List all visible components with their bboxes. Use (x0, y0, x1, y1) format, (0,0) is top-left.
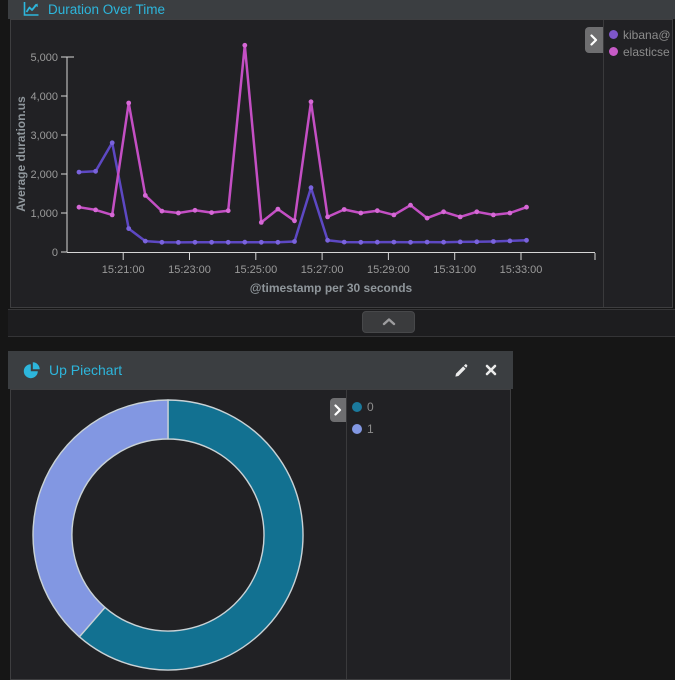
legend-toggle-button[interactable] (585, 27, 603, 53)
legend-toggle-button[interactable] (330, 398, 346, 422)
pencil-icon (453, 363, 468, 378)
legend-divider (603, 20, 604, 307)
axes: 0 1,000 2,000 3,000 4,000 5,000 15:21:00 15:23:… (14, 52, 596, 295)
svg-text:0: 0 (52, 247, 58, 259)
svg-text:4,000: 4,000 (30, 91, 58, 103)
line-chart-icon (23, 2, 39, 17)
legend-label: kibana@ (623, 27, 671, 42)
legend-item-1[interactable]: 1 (352, 418, 374, 440)
series-color-dot (609, 30, 618, 39)
slice-color-dot (352, 402, 362, 412)
legend-item-kibana[interactable]: kibana@ (609, 26, 671, 43)
collapse-panel-button[interactable] (362, 311, 415, 333)
pie-chart-container: 0 1 (10, 389, 511, 680)
up-piechart-donut[interactable] (11, 390, 346, 679)
chevron-up-icon (382, 318, 396, 326)
close-icon (485, 364, 497, 376)
svg-text:15:31:00: 15:31:00 (433, 264, 476, 276)
svg-text:15:23:00: 15:23:00 (168, 264, 211, 276)
line-chart-container: 0 1,000 2,000 3,000 4,000 5,000 15:21:00 15:23:… (10, 19, 673, 308)
svg-text:1,000: 1,000 (30, 208, 58, 220)
svg-text:15:27:00: 15:27:00 (301, 264, 344, 276)
legend-label: 0 (367, 400, 374, 414)
legend-item-elasticsearch[interactable]: elasticse (609, 43, 671, 60)
series-elasticse (76, 42, 529, 225)
svg-text:3,000: 3,000 (30, 130, 58, 142)
panel-duration-over-time: Duration Over Time 0 1,000 2,000 3,000 4,000… (8, 0, 675, 337)
panel-actions (451, 351, 499, 389)
panel-title: Duration Over Time (48, 2, 166, 17)
chevron-right-icon (334, 404, 342, 416)
svg-text:15:29:00: 15:29:00 (367, 264, 410, 276)
panel-header[interactable]: Up Piechart (8, 351, 513, 389)
slice-color-dot (352, 424, 362, 434)
remove-panel-button[interactable] (483, 362, 499, 378)
legend-item-0[interactable]: 0 (352, 396, 374, 418)
panel-title: Up Piechart (49, 362, 123, 378)
pie-slice-0 (78, 399, 304, 671)
pie-legend: 0 1 (352, 396, 374, 440)
panel-header[interactable]: Duration Over Time (8, 0, 675, 19)
svg-text:2,000: 2,000 (30, 169, 58, 181)
collapse-row (8, 309, 675, 337)
series-color-dot (609, 47, 618, 56)
svg-text:5,000: 5,000 (30, 52, 58, 64)
panel-up-piechart: Up Piechart (8, 351, 513, 680)
pie-slice-1 (32, 399, 169, 638)
chevron-right-icon (590, 34, 598, 46)
legend-label: elasticse (623, 44, 670, 59)
edit-panel-button[interactable] (451, 361, 470, 380)
series-kibana- (76, 140, 529, 245)
legend-label: 1 (367, 422, 374, 436)
pie-chart-icon (23, 361, 40, 379)
svg-text:15:33:00: 15:33:00 (500, 264, 543, 276)
svg-text:Average duration.us: Average duration.us (14, 96, 28, 212)
duration-line-chart[interactable]: 0 1,000 2,000 3,000 4,000 5,000 15:21:00 15:23:… (11, 20, 603, 307)
svg-text:15:21:00: 15:21:00 (102, 264, 145, 276)
svg-text:15:25:00: 15:25:00 (234, 264, 277, 276)
svg-text:@timestamp per 30 seconds: @timestamp per 30 seconds (250, 281, 413, 295)
chart-legend: kibana@ elasticse (609, 26, 671, 60)
legend-divider (346, 390, 347, 679)
